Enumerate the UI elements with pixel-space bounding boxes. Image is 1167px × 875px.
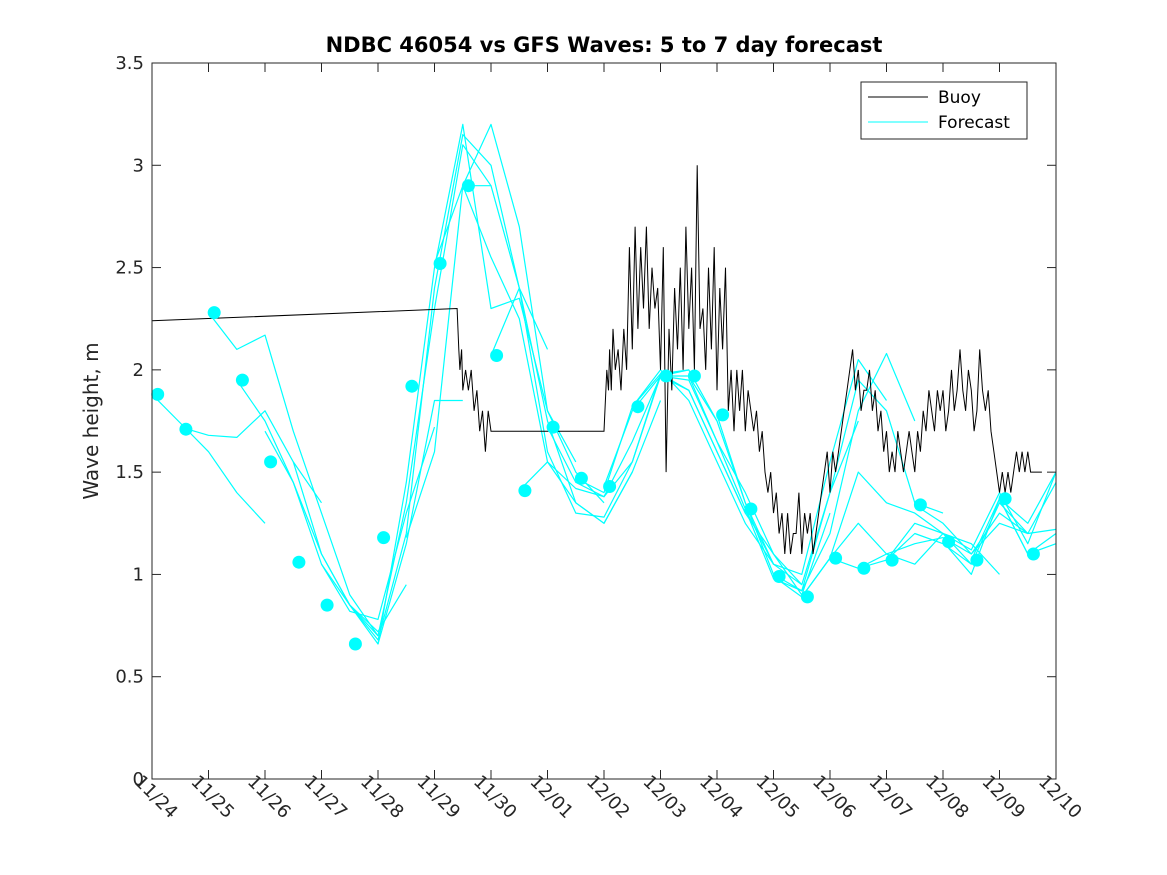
legend-box [860, 81, 1028, 140]
forecast-point-21 [744, 502, 758, 516]
forecast-point-6 [320, 598, 334, 612]
forecast-line-7 [349, 134, 549, 641]
forecast-line-26 [886, 471, 1057, 561]
forecast-point-22 [772, 570, 786, 583]
forecast-point-11 [461, 179, 475, 193]
forecast-point-4 [264, 455, 278, 469]
forecast-point-0 [151, 387, 165, 401]
buoy-line [151, 165, 1042, 555]
forecast-point-12 [490, 349, 504, 362]
y-tick-label-4: 2 [133, 360, 144, 381]
forecast-line-1 [180, 410, 322, 504]
forecast-point-1 [179, 422, 193, 436]
forecast-line-4 [264, 426, 436, 621]
y-tick-label-5: 2.5 [115, 258, 144, 279]
forecast-point-19 [687, 369, 701, 383]
data-layer [151, 123, 1057, 651]
forecast-point-16 [603, 480, 617, 493]
y-tick-label-6: 3 [133, 155, 144, 176]
y-tick-label-1: 0.5 [115, 667, 144, 688]
forecast-point-7 [348, 637, 362, 651]
forecast-point-18 [659, 369, 673, 383]
forecast-line-9 [405, 123, 605, 538]
chart-title: NDBC 46054 vs GFS Waves: 5 to 7 day fore… [326, 33, 883, 57]
forecast-point-14 [546, 420, 560, 434]
forecast-point-17 [631, 400, 645, 414]
y-tick-label-7: 3.5 [115, 53, 144, 74]
forecast-line-0 [151, 393, 266, 524]
forecast-point-13 [518, 484, 532, 498]
forecast-line-8 [377, 123, 577, 645]
legend-label-buoy: Buoy [938, 88, 981, 108]
forecast-point-27 [913, 498, 927, 512]
y-axis-label: Wave height, m [79, 342, 103, 499]
forecast-point-10 [433, 257, 447, 270]
forecast-point-29 [970, 553, 984, 567]
forecast-point-15 [574, 471, 588, 485]
forecast-point-30 [998, 492, 1012, 506]
forecast-point-20 [716, 408, 730, 422]
forecast-line-27 [914, 482, 1057, 555]
forecast-line-13 [518, 369, 718, 498]
forecast-point-9 [405, 379, 419, 393]
forecast-point-24 [829, 551, 843, 565]
forecast-line-19 [688, 359, 887, 576]
forecast-line-15 [575, 369, 774, 565]
y-tick-label-0: 0 [133, 769, 144, 790]
forecast-point-26 [885, 553, 899, 567]
legend: Buoy Forecast [860, 81, 1028, 140]
forecast-point-28 [942, 535, 956, 549]
legend-label-forecast: Forecast [938, 113, 1010, 133]
forecast-point-3 [235, 373, 249, 387]
y-tick-label-3: 1.5 [115, 462, 144, 483]
y-tick-label-2: 1 [133, 564, 144, 585]
forecast-point-25 [857, 561, 871, 575]
forecast-point-31 [1026, 547, 1040, 561]
forecast-point-2 [207, 306, 221, 320]
forecast-point-5 [292, 555, 306, 569]
forecast-point-8 [377, 531, 391, 545]
forecast-line-2 [208, 312, 379, 637]
forecast-point-23 [800, 590, 814, 604]
